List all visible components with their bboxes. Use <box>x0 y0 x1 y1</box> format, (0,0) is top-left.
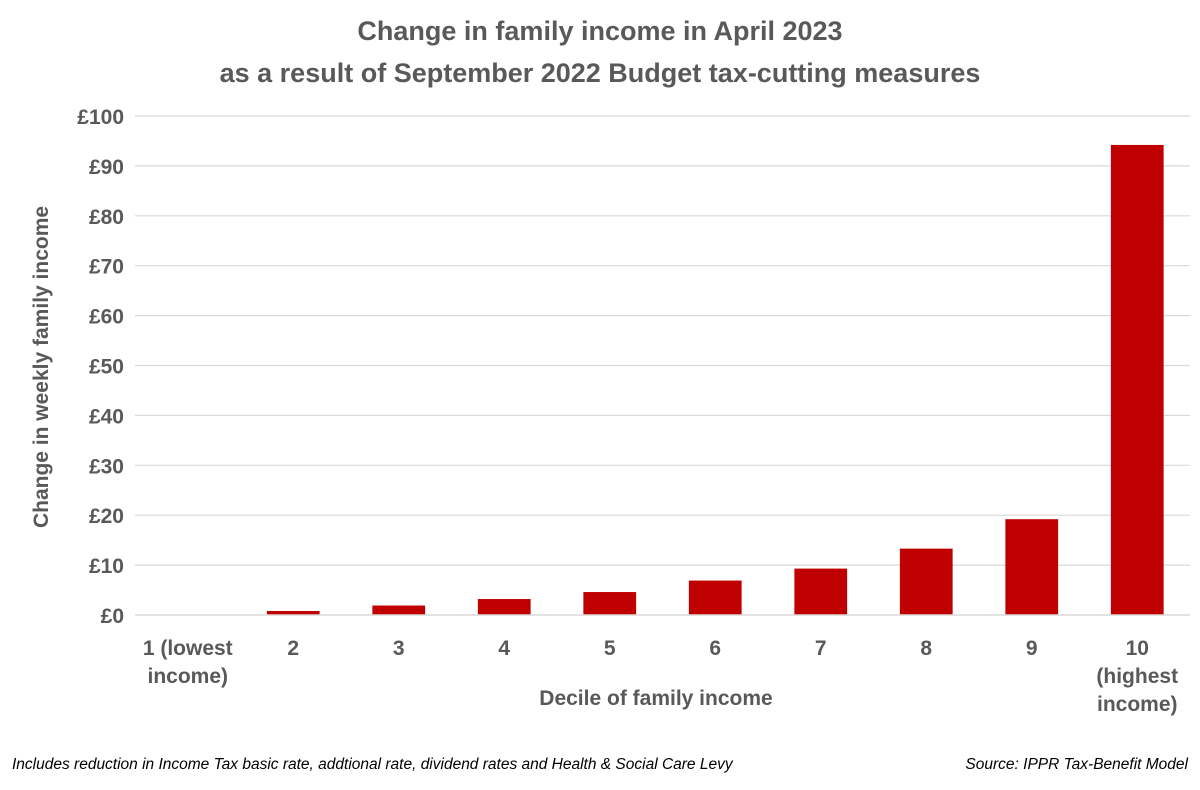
y-axis-title: Change in weekly family income <box>30 206 53 528</box>
y-tick-label: £90 <box>89 156 124 179</box>
chart-title-line-2: as a result of September 2022 Budget tax… <box>220 58 981 88</box>
bar <box>583 592 637 615</box>
y-tick-label: £70 <box>89 256 124 279</box>
x-tick-label-line: 10 <box>1126 637 1149 660</box>
y-tick-label: £0 <box>101 605 124 628</box>
x-tick-label-line: 3 <box>393 637 405 660</box>
x-tick-label: 1 (lowest income) <box>143 637 233 688</box>
y-tick-label: £40 <box>89 405 124 428</box>
x-tick-label-line: 8 <box>920 637 932 660</box>
y-tick-label: £80 <box>89 206 124 229</box>
bar <box>794 568 848 615</box>
x-tick-label: 2 <box>287 637 299 660</box>
x-tick-label: 4 <box>498 637 510 660</box>
x-tick-label-line: 6 <box>709 637 721 660</box>
bar <box>1005 519 1059 615</box>
x-tick-label-line: income) <box>147 665 228 688</box>
x-tick-label-line: 9 <box>1026 637 1038 660</box>
y-axis-tick-labels: £0 £10 £20 £30 £40 £50 £60 £70 £80 £90 £100 <box>77 106 124 628</box>
bars <box>266 144 1164 615</box>
y-tick-label: £10 <box>89 555 124 578</box>
x-tick-label-line: 4 <box>498 637 510 660</box>
y-tick-label: £20 <box>89 505 124 528</box>
bar <box>1110 144 1164 615</box>
x-tick-label-line: 1 (lowest <box>143 637 233 660</box>
x-axis-title: Decile of family income <box>539 687 772 710</box>
bar <box>266 611 320 615</box>
x-tick-label: 5 <box>604 637 616 660</box>
bar <box>477 599 531 615</box>
chart-title: Change in family income in April 2023 as… <box>220 16 981 88</box>
chart-title-line-1: Change in family income in April 2023 <box>357 16 842 46</box>
y-tick-label: £60 <box>89 306 124 329</box>
x-axis-tick-labels: 1 (lowest income) 2 3 4 5 6 7 8 9 10 (highest income… <box>143 637 1178 716</box>
y-tick-label: £100 <box>77 106 124 129</box>
y-tick-label: £30 <box>89 455 124 478</box>
x-tick-label: 6 <box>709 637 721 660</box>
x-tick-label: 9 <box>1026 637 1038 660</box>
x-tick-label: 10 (highest income) <box>1096 637 1178 716</box>
x-tick-label-line: income) <box>1097 693 1178 716</box>
bar <box>899 548 953 615</box>
bar <box>688 580 742 615</box>
gridlines <box>135 115 1190 566</box>
bar <box>372 605 426 615</box>
x-tick-label-line: 7 <box>815 637 827 660</box>
x-tick-label-line: 5 <box>604 637 616 660</box>
x-tick-label-line: (highest <box>1096 665 1178 688</box>
y-tick-label: £50 <box>89 356 124 379</box>
x-tick-label: 7 <box>815 637 827 660</box>
x-tick-label: 3 <box>393 637 405 660</box>
x-tick-label: 8 <box>920 637 932 660</box>
x-tick-label-line: 2 <box>287 637 299 660</box>
footnote-right: Source: IPPR Tax-Benefit Model <box>965 756 1188 773</box>
footnote-left: Includes reduction in Income Tax basic r… <box>12 756 734 773</box>
